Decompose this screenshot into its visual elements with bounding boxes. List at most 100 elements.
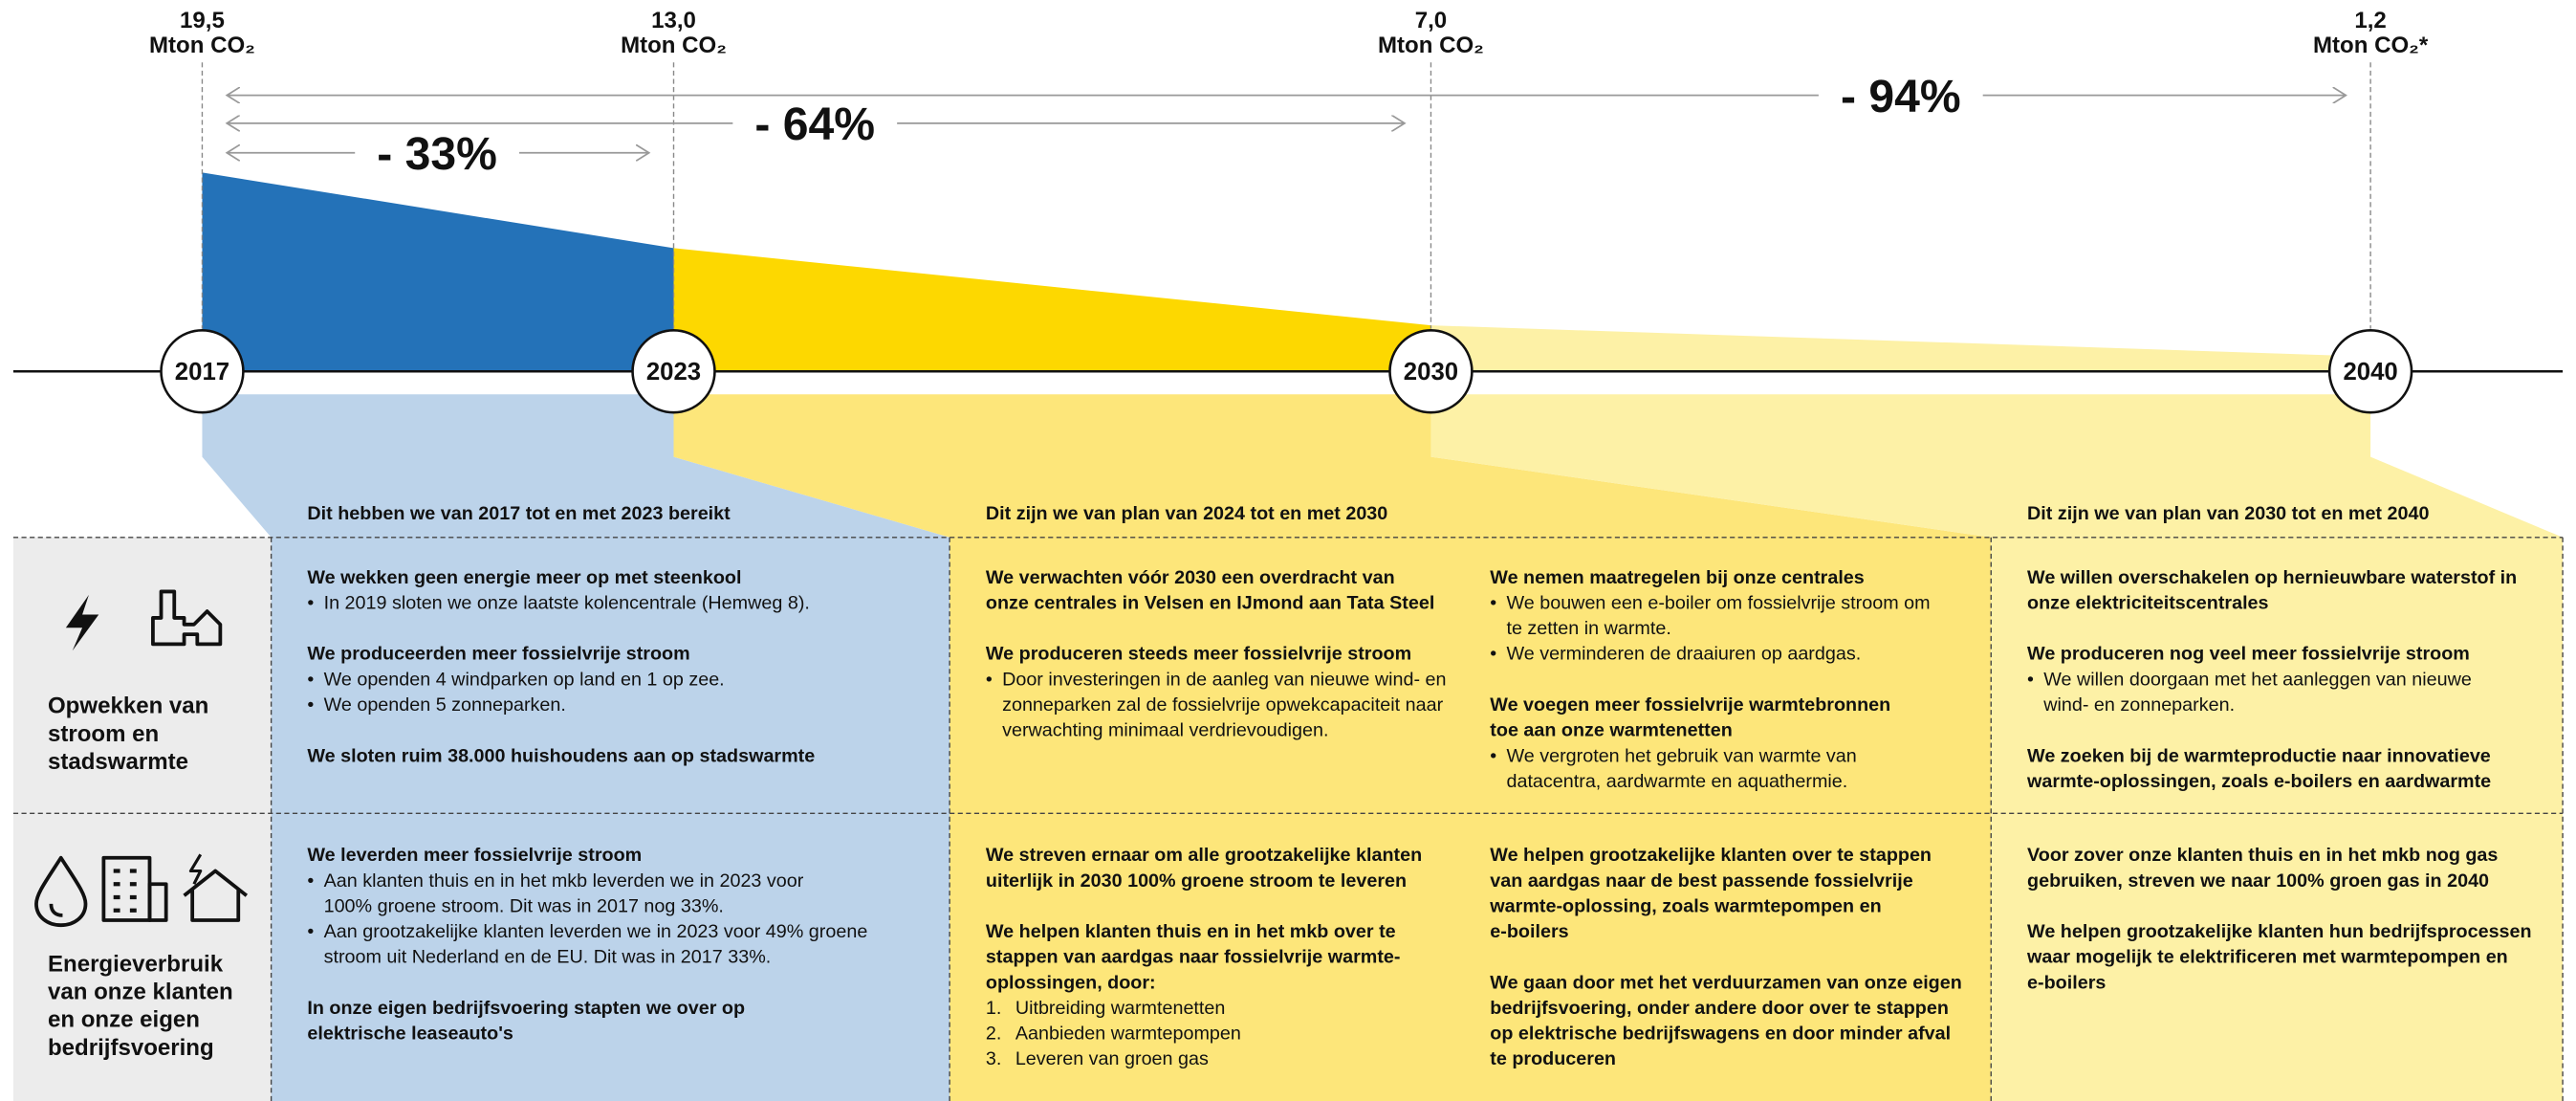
column-heading: Dit hebben we van 2017 tot en met 2023 b… <box>307 503 731 524</box>
year-label: 2030 <box>1404 359 1458 385</box>
block-title: We willen overschakelen op hernieuwbare … <box>2027 567 2517 588</box>
bullet: • <box>307 921 314 942</box>
panel-past <box>202 394 950 1101</box>
list-number: 2. <box>986 1024 1001 1045</box>
list-text: We willen doorgaan met het aanleggen van… <box>2043 669 2472 690</box>
list-text: stroom uit Nederland en de EU. Dit was i… <box>324 947 772 968</box>
row-label: Energieverbruik <box>48 951 224 977</box>
bullet: • <box>2027 669 2034 690</box>
block-title: van aardgas naar de best passende fossie… <box>1490 870 1912 892</box>
list-text: We verminderen de draaiuren op aardgas. <box>1506 644 1861 665</box>
year-circle <box>2327 329 2413 414</box>
milestone-unit: Mton CO₂ <box>1378 33 1484 58</box>
bullet: • <box>1490 592 1496 613</box>
row-label: Opwekken van <box>48 694 208 719</box>
row-label: stadswarmte <box>48 749 188 775</box>
block-title: stappen van aardgas naar fossielvrije wa… <box>986 947 1401 968</box>
list-text: verwachting minimaal verdrievoudigen. <box>1002 720 1328 741</box>
bullet: • <box>307 694 314 716</box>
block-title: We helpen grootzakelijke klanten hun bed… <box>2027 921 2532 942</box>
block-title: We produceerden meer fossielvrije stroom <box>307 644 689 665</box>
block-title: We gaan door met het verduurzamen van on… <box>1490 972 1962 993</box>
bullet: • <box>307 870 314 892</box>
block-title: e-boilers <box>2027 972 2106 993</box>
list-text: We openden 4 windparken op land en 1 op … <box>324 669 725 690</box>
block-title: We zoeken bij de warmteproductie naar in… <box>2027 745 2491 766</box>
block-title: elektrische leaseauto's <box>307 1024 513 1045</box>
block-title: We produceren steeds meer fossielvrije s… <box>986 644 1411 665</box>
block-title: We verwachten vóór 2030 een overdracht v… <box>986 567 1395 588</box>
block-title: oplossingen, door: <box>986 972 1156 993</box>
block-title: We leverden meer fossielvrije stroom <box>307 845 642 866</box>
list-number: 3. <box>986 1048 1001 1069</box>
block-title: We helpen klanten thuis en in het mkb ov… <box>986 921 1396 942</box>
block-title: In onze eigen bedrijfsvoering stapten we… <box>307 998 745 1019</box>
icons <box>34 589 249 928</box>
bullet: • <box>1490 745 1496 766</box>
block-title: toe aan onze warmtenetten <box>1490 720 1733 741</box>
milestone-value: 13,0 <box>651 8 696 33</box>
list-text: te zetten in warmte. <box>1506 618 1670 639</box>
block-title: op elektrische bedrijfswagens en door mi… <box>1490 1024 1951 1045</box>
list-text: Aanbieden warmtepompen <box>1015 1024 1241 1045</box>
row-label: stroom en <box>48 721 159 747</box>
milestone-value: 1,2 <box>2354 8 2386 33</box>
block-title: warmte-oplossing, zoals warmtepompen en <box>1489 895 1881 916</box>
block-title: We helpen grootzakelijke klanten over te… <box>1490 845 1932 866</box>
list-text: Leveren van groen gas <box>1015 1048 1209 1069</box>
block-title: warmte-oplossingen, zoals e-boilers en a… <box>2026 771 2491 792</box>
block-title: We wekken geen energie meer op met steen… <box>307 567 741 588</box>
year-circle <box>631 329 716 414</box>
reduction-label: - 94% <box>1841 71 1961 122</box>
milestone-unit: Mton CO₂ <box>149 33 255 58</box>
list-text: Aan klanten thuis en in het mkb leverden… <box>324 870 804 892</box>
list-text: 100% groene stroom. Dit was in 2017 nog … <box>324 895 724 916</box>
column-heading: Dit zijn we van plan van 2030 tot en met… <box>2027 503 2429 524</box>
bullet: • <box>307 669 314 690</box>
bullet: • <box>986 669 993 690</box>
bullet: • <box>307 592 314 613</box>
list-number: 1. <box>986 998 1001 1019</box>
list-text: zonneparken zal de fossielvrije opwekcap… <box>1002 694 1444 716</box>
list-text: Aan grootzakelijke klanten leverden we i… <box>324 921 868 942</box>
year-label: 2040 <box>2343 359 2397 385</box>
area-2030 <box>1430 325 2371 372</box>
block-title: gebruiken, streven we naar 100% groen ga… <box>2027 870 2489 892</box>
block-title: Voor zover onze klanten thuis en in het … <box>2027 845 2498 866</box>
list-text: In 2019 sloten we onze laatste kolencent… <box>324 592 810 613</box>
label-bg <box>1818 69 1983 122</box>
block-title: We streven ernaar om alle grootzakelijke… <box>986 845 1422 866</box>
row-label: bedrijfsvoering <box>48 1035 214 1061</box>
area-2023 <box>673 248 1431 372</box>
area-2017 <box>202 172 674 372</box>
list-text: We vergroten het gebruik van warmte van <box>1506 745 1856 766</box>
reduction-label: - 64% <box>754 99 875 150</box>
list-text: Door investeringen in de aanleg van nieu… <box>1002 669 1446 690</box>
list-text: wind- en zonneparken. <box>2042 694 2235 716</box>
year-circle <box>1388 329 1474 414</box>
year-label: 2023 <box>646 359 701 385</box>
label-bg <box>732 97 898 150</box>
milestone-value: 7,0 <box>1415 8 1447 33</box>
list-text: Uitbreiding warmtenetten <box>1015 998 1226 1019</box>
row-label: van onze klanten <box>48 979 233 1004</box>
block-title: We voegen meer fossielvrije warmtebronne… <box>1490 694 1890 716</box>
block-title: We nemen maatregelen bij onze centrales <box>1490 567 1864 588</box>
column-heading: Dit zijn we van plan van 2024 tot en met… <box>986 503 1387 524</box>
panel-2040 <box>1430 394 2564 1101</box>
block-title: e-boilers <box>1490 921 1568 942</box>
list-text: We bouwen een e-boiler om fossielvrije s… <box>1506 592 1930 613</box>
milestone-unit: Mton CO₂ <box>621 33 727 58</box>
block-title: We sloten ruim 38.000 huishoudens aan op… <box>307 745 815 766</box>
block-title: uiterlijk in 2030 100% groene stroom te … <box>986 870 1407 892</box>
block-title: bedrijfsvoering, onder andere door over … <box>1490 998 1949 1019</box>
list-text: We openden 5 zonneparken. <box>324 694 566 716</box>
grid-borders <box>12 537 2564 1101</box>
block-title: onze centrales in Velsen en IJmond aan T… <box>986 592 1434 613</box>
block-title: te produceren <box>1490 1048 1616 1069</box>
row-label: en onze eigen <box>48 1007 200 1033</box>
reduction-label: - 33% <box>377 128 497 180</box>
label-column <box>12 537 272 1101</box>
